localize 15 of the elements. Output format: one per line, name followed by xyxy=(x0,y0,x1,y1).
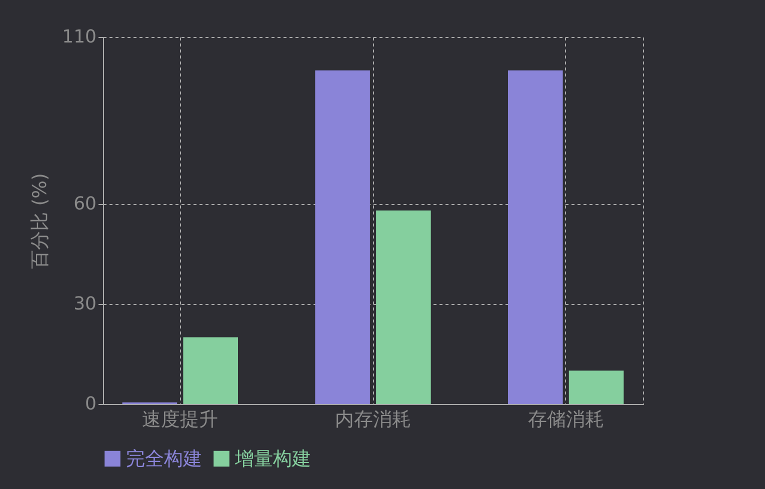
bar xyxy=(376,210,431,404)
bar xyxy=(183,337,238,404)
bar xyxy=(568,370,624,404)
y-tick-label: 0 xyxy=(85,394,96,414)
bar xyxy=(508,70,563,404)
y-tick-label: 60 xyxy=(74,193,96,214)
x-tick-label: 存储消耗 xyxy=(528,408,604,430)
legend-label: 完全构建 xyxy=(126,448,202,470)
x-tick-label: 速度提升 xyxy=(142,408,218,430)
y-axis-title: 百分比 (%) xyxy=(29,173,52,269)
legend-label: 增量构建 xyxy=(234,448,311,470)
y-tick-label: 30 xyxy=(74,293,96,314)
x-tick-label: 内存消耗 xyxy=(335,408,411,430)
y-tick-label: 110 xyxy=(62,26,96,48)
bar xyxy=(315,70,370,404)
